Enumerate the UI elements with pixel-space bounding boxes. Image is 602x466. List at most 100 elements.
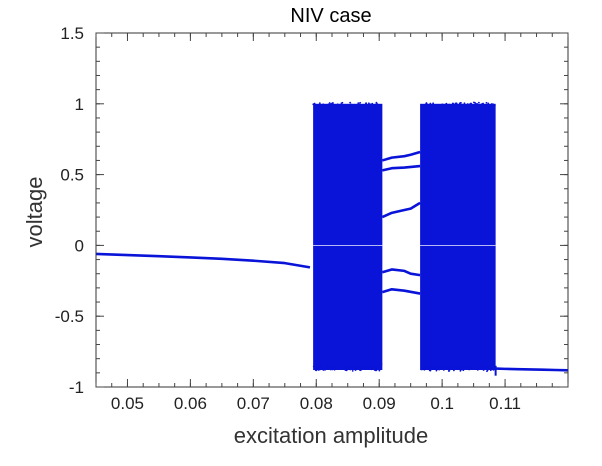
data-point xyxy=(492,366,495,369)
data-point xyxy=(322,367,324,370)
data-point xyxy=(439,106,441,109)
x-tick-label: 0.06 xyxy=(174,394,207,413)
data-point xyxy=(375,368,378,371)
data-point xyxy=(375,101,378,104)
data-point xyxy=(355,106,357,109)
data-point xyxy=(441,104,444,106)
data-point xyxy=(329,364,332,366)
data-point xyxy=(427,365,430,368)
data-point xyxy=(432,103,434,106)
data-point xyxy=(457,363,460,366)
data-point xyxy=(324,368,326,371)
data-point xyxy=(426,366,428,369)
chaotic-band-2 xyxy=(420,101,497,373)
data-point xyxy=(369,103,372,106)
data-point xyxy=(331,364,334,366)
data-point xyxy=(379,367,382,370)
data-point xyxy=(447,368,450,371)
data-point xyxy=(462,104,465,107)
data-point xyxy=(474,364,477,367)
data-point xyxy=(347,364,350,367)
y-tick-label: -0.5 xyxy=(55,307,84,326)
data-point xyxy=(437,105,440,107)
data-point xyxy=(373,106,376,109)
data-point xyxy=(312,365,315,368)
x-tick-label: 0.08 xyxy=(300,394,333,413)
y-tick-label: 1.5 xyxy=(60,24,84,43)
data-point xyxy=(352,104,355,107)
series-line-7 xyxy=(495,367,569,372)
data-point xyxy=(380,363,383,365)
data-point xyxy=(315,105,318,108)
data-point xyxy=(325,363,328,366)
data-point xyxy=(358,103,361,106)
data-point xyxy=(479,107,482,110)
data-point xyxy=(378,369,381,372)
data-point xyxy=(313,106,316,109)
data-point xyxy=(428,369,431,372)
data-point xyxy=(451,367,454,369)
data-point xyxy=(477,101,480,104)
data-point xyxy=(333,368,336,371)
data-point xyxy=(343,365,346,367)
data-point xyxy=(427,367,430,370)
data-point xyxy=(363,107,366,110)
data-point xyxy=(437,107,440,110)
data-point xyxy=(479,105,482,108)
data-point xyxy=(365,365,368,367)
data-point xyxy=(449,366,451,369)
data-point xyxy=(448,103,451,106)
data-point xyxy=(431,105,434,108)
series-line-5 xyxy=(381,268,421,277)
data-point xyxy=(481,107,484,110)
data-point xyxy=(349,368,352,371)
data-point xyxy=(355,365,357,367)
data-point xyxy=(335,104,338,106)
data-point xyxy=(455,102,458,105)
series-line-6 xyxy=(381,287,421,295)
data-point xyxy=(350,104,352,107)
axes: 0.05 0.06 0.07 0.08 0.09 0.1 0.11 -1 -0.5 0 0.5 1 1.… xyxy=(55,24,569,413)
data-point xyxy=(440,103,443,106)
data-point xyxy=(325,107,328,110)
data-point xyxy=(322,369,325,371)
data-point xyxy=(420,368,423,371)
data-point xyxy=(451,102,454,105)
data-point xyxy=(320,364,323,367)
data-point xyxy=(486,369,489,372)
data-point xyxy=(423,368,426,371)
data-point xyxy=(325,367,328,369)
data-point xyxy=(441,363,444,366)
data-point xyxy=(468,368,470,371)
data-point xyxy=(453,367,456,370)
data-point xyxy=(440,107,443,110)
data-point xyxy=(487,103,490,106)
data-point xyxy=(361,106,364,109)
data-point xyxy=(466,105,469,108)
data-point xyxy=(377,105,380,108)
data-point xyxy=(462,365,464,368)
data-point xyxy=(353,107,355,110)
data-point xyxy=(446,363,449,366)
data-point xyxy=(487,365,490,368)
data-point xyxy=(351,369,354,372)
data-point xyxy=(329,368,332,371)
data-point xyxy=(422,363,425,366)
data-point xyxy=(493,104,496,107)
data-point xyxy=(420,106,423,108)
data-point xyxy=(341,101,344,104)
data-point xyxy=(485,101,488,104)
data-point xyxy=(340,104,343,107)
data-point xyxy=(332,365,335,368)
data-point xyxy=(359,363,362,365)
data-point xyxy=(361,104,363,107)
data-point xyxy=(433,105,436,108)
y-tick-label: 0.5 xyxy=(60,166,84,185)
data-point xyxy=(438,368,441,371)
data-point xyxy=(327,103,330,106)
data-point xyxy=(365,102,367,105)
data-point xyxy=(424,106,427,109)
data-point xyxy=(318,366,321,369)
data-point xyxy=(334,104,336,107)
data-point xyxy=(473,103,476,106)
